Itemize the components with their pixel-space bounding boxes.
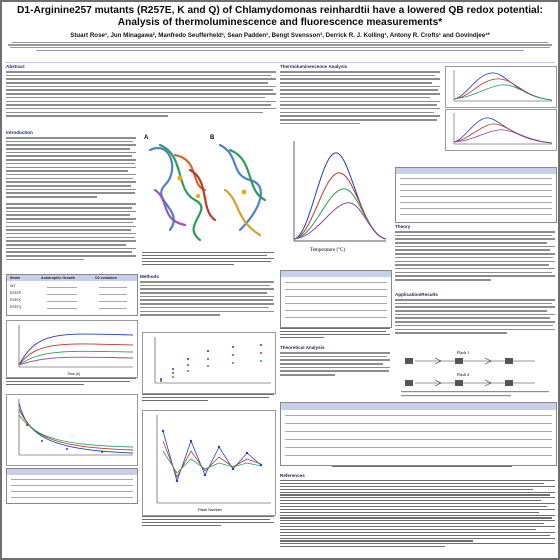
flash-caption	[142, 516, 274, 530]
results-heading: Application/Results	[395, 292, 438, 297]
fluor-axis-label: Time (s)	[67, 372, 80, 376]
decay-figure	[6, 394, 138, 466]
flash-2-label: Flash 2	[457, 372, 469, 377]
flash-number-figure: Flash Number	[142, 410, 276, 516]
table-row-label: R257E	[10, 291, 21, 295]
fig-tag-b: B	[210, 135, 215, 141]
structure-caption	[142, 252, 274, 274]
table-row-label: R257Q	[10, 305, 22, 309]
theoretical-heading: Theoretical Analysis	[280, 345, 325, 350]
table-header-strain: Strain	[10, 276, 21, 280]
table-row-label: WT	[10, 284, 16, 288]
structure-figure: A B	[140, 130, 275, 250]
theoretical-text	[280, 352, 390, 382]
theory-heading: Theory	[395, 224, 411, 229]
thermo-curve-small-1	[445, 66, 557, 108]
abstract-text	[6, 71, 276, 129]
poster-title: D1-Arginine257 mutants (R257E, K and Q) …	[17, 5, 543, 28]
flash-1-label: Flash 1	[457, 350, 469, 355]
parameters-table	[280, 270, 392, 328]
thermo-heading: Thermoluminescence Analysis	[280, 64, 348, 69]
thermo-axis-label: Temperature (°C)	[310, 248, 345, 253]
methods-text	[140, 281, 274, 327]
fluor-caption	[6, 378, 136, 390]
kinetics-table	[6, 468, 138, 504]
table-row-label: R257K	[10, 298, 21, 302]
thermo-curve-small-2	[445, 109, 557, 151]
thermo-text	[280, 71, 440, 133]
references-list	[280, 480, 555, 554]
fig-tag-a: A	[144, 135, 149, 141]
results-text	[395, 299, 555, 343]
flash-scheme-diagram: Flash 1 Flash 2	[395, 347, 555, 399]
abstract-heading: Abstract	[6, 64, 25, 69]
header-divider	[5, 62, 555, 64]
results-table	[280, 402, 557, 466]
introduction-text	[6, 137, 136, 272]
author-list: Stuart Rose¹, Jun Minagawa², Manfredo Se…	[70, 32, 490, 39]
thermoluminescence-figure: Temperature (°C)	[280, 137, 390, 255]
flash-axis-label: Flash Number	[198, 508, 223, 512]
methods-heading: Methods	[140, 274, 159, 279]
introduction-heading: Introduction	[6, 130, 33, 135]
table-header-o2: O2 evolution	[95, 276, 117, 280]
fluor-rise-caption	[142, 394, 274, 406]
results-table-caption	[332, 466, 512, 472]
params-caption	[280, 328, 390, 342]
fluorescence-figure: Time (s)	[6, 320, 138, 378]
fluorescence-rise-figure	[142, 332, 276, 394]
table-header-growth: Autotrophic Growth	[41, 276, 75, 280]
references-heading: References	[280, 473, 305, 478]
affiliations	[6, 40, 554, 53]
theory-text	[395, 231, 555, 289]
growth-table: Strain Autotrophic Growth O2 evolution W…	[6, 274, 138, 316]
thermo-table	[395, 167, 557, 223]
